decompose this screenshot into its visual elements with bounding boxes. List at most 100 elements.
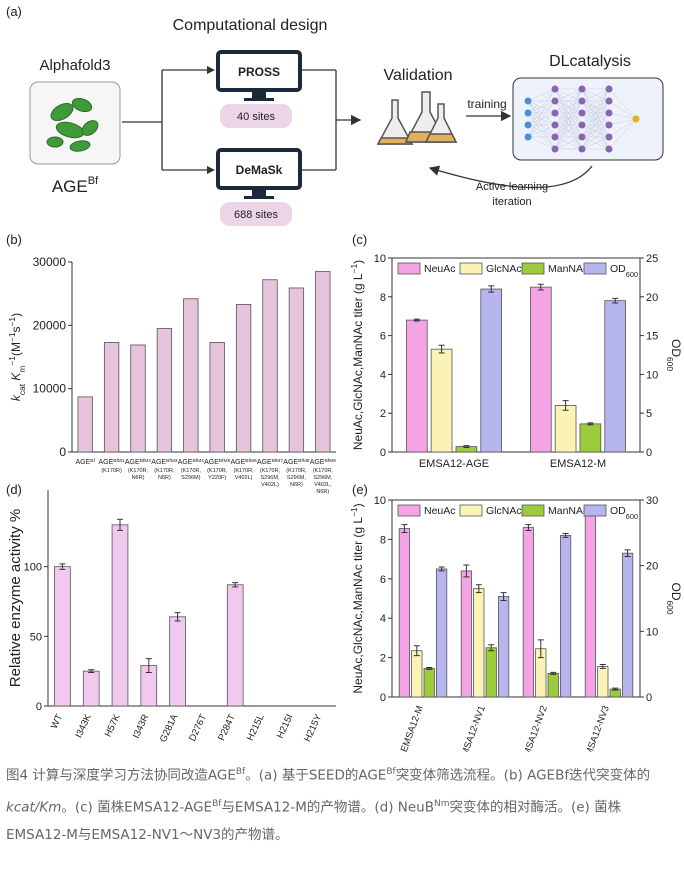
training-label: training: [467, 97, 506, 111]
y-tick-label: 8: [380, 534, 386, 546]
caption-part: 突变体筛选流程。(b) AGEBf迭代突变体的: [395, 767, 651, 784]
y-tick-label: 4: [380, 369, 386, 381]
validation-label: Validation: [383, 67, 452, 84]
x-tick-label: AGEBfM6: [230, 458, 256, 467]
edge: [554, 124, 583, 150]
x-tick-note: S296M): [181, 475, 200, 481]
edge: [554, 100, 583, 150]
legend-label: NeuAc: [424, 263, 456, 275]
x-tick-label: D276T: [187, 712, 209, 743]
caption-part: Nm: [433, 798, 450, 809]
loop-label: iteration: [492, 196, 531, 208]
protein-label: AGEBf: [52, 175, 99, 196]
error-bar: [413, 645, 420, 657]
label-part: 600: [665, 357, 675, 371]
x-tick-label: EMSA12-NV1: [457, 704, 488, 752]
edge: [527, 88, 556, 126]
caption: 图4 计算与深度学习方法协同改造AGEBf。(a) 基于SEED的AGEBf突变…: [6, 758, 678, 849]
bar: [262, 279, 278, 453]
error-bar: [117, 518, 123, 531]
sites-pill: [220, 104, 292, 128]
label-part: −1: [7, 317, 17, 327]
bar: [621, 552, 634, 698]
legend-label: ManNAc: [548, 263, 588, 275]
bar: [398, 528, 411, 698]
bar: [156, 328, 173, 453]
x-tick-note: V402L): [261, 482, 279, 488]
bar: [460, 570, 473, 698]
sites-pill: [220, 202, 292, 226]
x-tick-label: AGEBfM3: [151, 458, 177, 467]
bar: [315, 271, 331, 453]
bar: [209, 342, 225, 453]
bar: [480, 288, 503, 453]
caption-part: Bf: [212, 798, 222, 809]
label-part: NeuAc: [424, 505, 456, 517]
label-part: OD: [610, 505, 626, 517]
edge: [527, 136, 556, 150]
label-part: AGE: [257, 459, 272, 466]
node: [524, 109, 532, 117]
panel-label: (a): [6, 4, 22, 19]
label-part: 600: [626, 270, 638, 279]
x-tick-note: S296M,: [261, 475, 280, 481]
label-part: AGE: [204, 459, 219, 466]
x-tick-note: (K170R,: [207, 468, 228, 474]
label-part: (M: [9, 342, 23, 356]
label-part: BfM1: [113, 458, 125, 464]
legend-label: NeuAc: [424, 505, 456, 517]
network-icon: [524, 85, 640, 153]
bar: [405, 319, 428, 453]
label-part: GlcNAc: [486, 263, 522, 275]
x-tick-note: (K170R,: [128, 468, 149, 474]
caption-part: 图4 计算与深度学习方法协同改造AGE: [6, 767, 236, 784]
edge: [608, 118, 637, 126]
label-part: K: [9, 372, 23, 384]
node: [524, 121, 532, 129]
y2-tick-label: 20: [646, 292, 658, 304]
x-tick-label: AGEBfM8: [283, 458, 309, 467]
label-part: NeuAc,GlcNAc,ManNAc titer (g L: [351, 517, 365, 694]
legend-label: OD600: [610, 263, 638, 279]
y-tick-label: 0: [59, 445, 66, 459]
x-tick-note: S296M,: [287, 475, 306, 481]
edge: [527, 88, 556, 102]
node: [605, 133, 613, 141]
monitor-stand: [244, 190, 274, 199]
chart: (e) 0 2 4 6 8 10 0 10 20 30 NeuAc,GlcNAc,ManNAc tit…: [349, 482, 683, 752]
edge: [554, 88, 583, 150]
label-part: AGE: [283, 459, 298, 466]
x-tick-label: AGEBfM4: [178, 458, 204, 467]
label-part: OD: [669, 339, 683, 357]
label-part: Relative enzyme activity %: [7, 509, 24, 687]
x-tick-note: (K170R,: [234, 468, 255, 474]
label-part: NeuAc: [424, 263, 456, 275]
y-tick-label: 0: [36, 701, 42, 713]
label-part: AGE: [310, 459, 325, 466]
x-tick-label: AGEBf: [75, 458, 95, 467]
bar: [54, 566, 71, 707]
caption-part: 。(c) 菌株EMSA12-AGE: [61, 799, 213, 815]
edge: [527, 88, 556, 138]
x-tick-note: N6R): [290, 482, 303, 488]
y-tick-label: 50: [30, 631, 42, 643]
label-part: s: [9, 326, 23, 332]
bar: [226, 584, 244, 707]
label-part: AGE: [178, 459, 193, 466]
bar: [554, 405, 577, 453]
edge: [581, 100, 610, 150]
x-tick-note: (K170R,: [181, 468, 202, 474]
error-bar: [88, 669, 95, 674]
edge: [608, 118, 637, 138]
label-part: ManNAc: [548, 505, 588, 517]
node: [524, 97, 532, 105]
edge: [608, 100, 637, 120]
legend-label: ManNAc: [548, 505, 588, 517]
error-bar: [612, 687, 619, 691]
edge: [581, 88, 610, 126]
edge: [554, 88, 583, 138]
y-tick-label: 10000: [33, 382, 67, 396]
edge: [581, 124, 610, 150]
x-tick-note: (K170R,: [154, 468, 175, 474]
bar: [111, 524, 129, 707]
